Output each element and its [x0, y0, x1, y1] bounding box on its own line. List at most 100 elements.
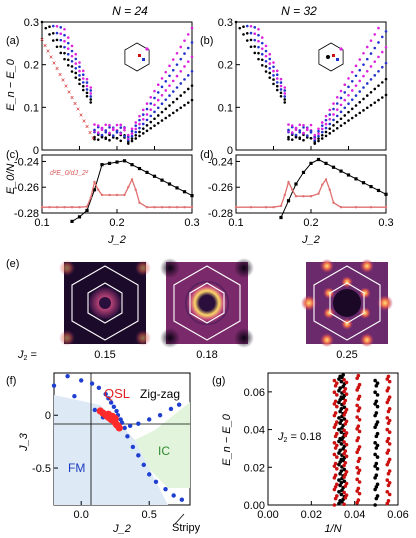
excitation-point — [260, 58, 264, 62]
excitation-point — [153, 89, 156, 93]
data-point — [168, 206, 171, 209]
excitation-point — [63, 45, 66, 49]
excitation-point — [171, 68, 175, 72]
tick-label: 0.2 — [24, 60, 39, 72]
spectrum-point — [337, 490, 341, 494]
excitation-point — [134, 137, 138, 140]
spectrum-point — [374, 461, 379, 466]
excitation-point — [160, 110, 164, 114]
excitation-point — [298, 123, 302, 127]
red-cross-point: × — [46, 49, 50, 56]
excitation-point — [245, 32, 249, 35]
panel-g-xlabel: 1/N — [324, 523, 341, 535]
excitation-point — [272, 61, 275, 64]
header-n24: N = 24 — [112, 4, 148, 18]
excitation-point — [358, 58, 362, 61]
excitation-point — [249, 38, 253, 42]
data-point — [127, 186, 130, 189]
excitation-point — [272, 65, 275, 69]
excitation-point — [164, 107, 168, 111]
data-point — [160, 178, 164, 182]
excitation-point — [369, 103, 373, 107]
excitation-point — [153, 96, 156, 100]
k-point — [145, 47, 149, 51]
excitation-point — [134, 124, 138, 127]
excitation-point — [186, 74, 190, 77]
excitation-point — [373, 101, 377, 104]
excitation-point — [63, 51, 66, 55]
excitation-point — [186, 87, 190, 91]
tick-label: 0 — [227, 145, 233, 157]
tick-label: 0.1 — [228, 217, 243, 229]
data-point — [354, 177, 358, 181]
excitation-point — [275, 73, 279, 76]
excitation-point — [354, 84, 358, 87]
spectrum-point — [335, 466, 339, 471]
excitation-point — [141, 127, 145, 130]
spectrum-point — [387, 395, 392, 399]
excitation-point — [324, 122, 328, 126]
excitation-point — [275, 69, 279, 73]
data-point — [376, 188, 381, 193]
spectrum-point — [332, 378, 337, 383]
excitation-point — [324, 114, 328, 118]
excitation-point — [156, 106, 160, 110]
tick-label: 0.02 — [301, 509, 322, 521]
excitation-point — [260, 52, 264, 56]
spectrum-point — [387, 430, 392, 435]
excitation-point — [350, 98, 354, 101]
red-cross-point: × — [55, 66, 59, 73]
excitation-point — [149, 120, 153, 124]
excitation-point — [164, 89, 168, 92]
tick-label: 0.06 — [244, 387, 265, 399]
cd-ylabel: E_0/N — [5, 164, 17, 195]
data-point — [89, 196, 92, 199]
excitation-point — [55, 45, 59, 49]
spectrum-point — [342, 502, 346, 507]
spectrum-point — [344, 407, 349, 412]
excitation-point — [335, 126, 339, 130]
data-point — [324, 161, 328, 165]
spectrum-point — [356, 486, 361, 491]
panel-c-plot — [40, 154, 194, 223]
excitation-point — [328, 117, 332, 121]
excitation-point — [369, 65, 373, 68]
excitation-point — [138, 122, 141, 126]
data-point — [70, 206, 74, 209]
excitation-point — [108, 126, 111, 129]
k-point — [326, 55, 330, 59]
excitation-point — [332, 124, 335, 127]
data-point — [115, 193, 119, 197]
data-point — [190, 206, 194, 209]
spectrum-point — [335, 381, 339, 385]
spectrum-point — [386, 374, 391, 379]
excitation-point — [134, 133, 138, 137]
spectrum-point — [333, 461, 338, 466]
data-point — [145, 206, 149, 209]
excitation-point — [365, 94, 369, 97]
red-cross-point: × — [64, 83, 68, 90]
excitation-point — [358, 90, 362, 93]
excitation-point — [373, 87, 377, 91]
excitation-point — [190, 55, 194, 59]
series-line — [236, 178, 386, 208]
spectrum-point — [387, 480, 392, 485]
excitation-point — [93, 123, 96, 126]
data-point — [190, 194, 194, 198]
excitation-point — [153, 103, 156, 107]
excitation-point — [59, 32, 63, 36]
excitation-point — [81, 88, 85, 92]
excitation-point — [264, 49, 268, 53]
panel-letter-e: (e) — [6, 258, 19, 270]
excitation-point — [171, 90, 175, 93]
excitation-point — [275, 81, 279, 84]
excitation-point — [328, 113, 332, 116]
data-point — [339, 169, 343, 173]
data-point — [123, 193, 126, 197]
phase-boundary-point — [79, 378, 84, 383]
spectrum-point — [344, 454, 349, 459]
data-point — [369, 184, 373, 189]
data-point — [167, 182, 172, 186]
data-point — [324, 178, 328, 181]
excitation-point — [168, 64, 171, 68]
